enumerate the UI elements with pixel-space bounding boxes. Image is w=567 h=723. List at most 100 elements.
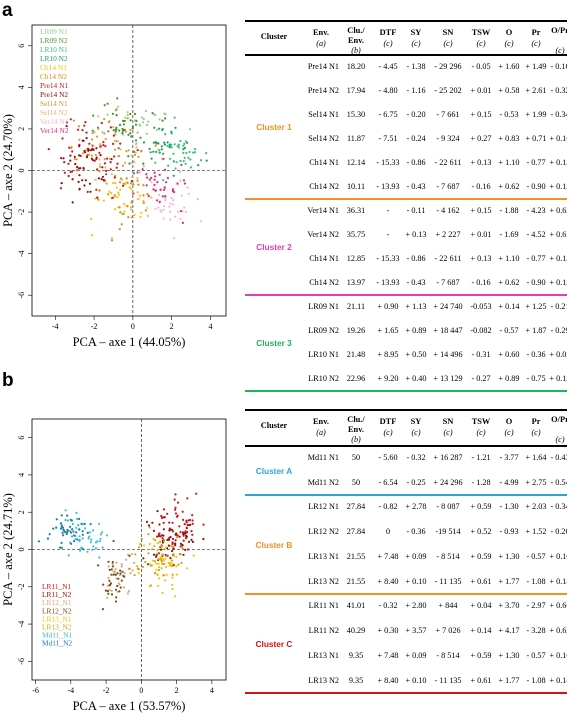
table-cell-value: 12.14 <box>346 158 366 167</box>
header-label: Env. <box>312 417 330 426</box>
scatter-point <box>171 521 174 524</box>
scatter-point <box>110 239 114 242</box>
scatter-point <box>180 194 183 197</box>
table-cell-value: + 3.57 <box>405 626 427 635</box>
scatter-point <box>161 562 164 565</box>
table-cell-value: - 1.30 <box>499 502 519 511</box>
table-cell-value: 35.75 <box>346 230 366 239</box>
scatter-point <box>98 163 101 166</box>
table-cell-value: 21.55 <box>346 552 366 561</box>
scatter-point <box>148 562 151 565</box>
scatter-point <box>138 171 141 174</box>
scatter-point <box>142 184 145 187</box>
table-cell-value: - 0.36 <box>526 350 546 359</box>
table-cell-value: + 0.12 <box>549 182 567 191</box>
scatter-point <box>120 563 123 566</box>
scatter-point <box>175 565 178 568</box>
table-cell-value: + 0.59 <box>470 651 492 660</box>
table-cell-value: + 0.13 <box>549 158 567 167</box>
table-cell-value: - 4.99 <box>499 478 519 487</box>
scatter-point <box>163 141 166 144</box>
scatter-point <box>148 526 151 529</box>
scatter-point <box>176 534 179 537</box>
scatter-point <box>182 148 185 151</box>
scatter-point <box>134 143 137 146</box>
scatter-point <box>190 530 193 533</box>
scatter-point <box>171 562 174 565</box>
table-cell-value: - 3.28 <box>526 626 546 635</box>
table-cell-value: - 0.57 <box>499 326 519 335</box>
table-cell-value: - 0.24 <box>406 134 426 143</box>
scatter-point <box>127 149 130 152</box>
scatter-point <box>119 211 122 214</box>
x-tick-label: -4 <box>52 322 59 331</box>
scatter-point <box>135 119 138 123</box>
table-cell-value: + 8.40 <box>377 676 399 685</box>
table-cell-value: - 1.69 <box>499 230 519 239</box>
scatter-point <box>144 561 147 564</box>
table-cell-value: + 0.62 <box>549 626 567 635</box>
scatter-point <box>157 206 160 209</box>
scatter-point <box>183 156 186 159</box>
table-cell-value: + 2.78 <box>405 502 427 511</box>
scatter-point <box>156 535 159 538</box>
scatter-point <box>163 516 166 519</box>
scatter-point <box>114 573 117 576</box>
scatter-point <box>189 158 192 161</box>
scatter-point <box>77 524 80 527</box>
scatter-point <box>97 177 100 180</box>
scatter-point <box>95 147 98 150</box>
table-cell-value: + 0.71 <box>525 134 547 143</box>
scatter-point <box>128 554 131 557</box>
table-cell-value: + 3.70 <box>498 601 520 610</box>
table-cell-value: 27.84 <box>346 527 366 536</box>
scatter-point <box>136 191 139 194</box>
scatter-point <box>77 128 80 131</box>
table-cell-value: - <box>386 206 390 215</box>
x-axis-label: PCA – axe 1 (53.57%) <box>73 699 186 713</box>
scatter-point <box>157 148 160 151</box>
table-cell-value: + 1.30 <box>498 552 520 561</box>
table-cell-env: Sel14 N1 <box>308 110 339 119</box>
scatter-point <box>111 112 114 115</box>
table-cell-value: 50 <box>351 478 361 487</box>
scatter-point <box>122 123 125 126</box>
scatter-point <box>114 139 117 143</box>
table-cell-value: - 4.80 <box>378 86 398 95</box>
table-cell-value: 21.55 <box>346 577 366 586</box>
scatter-point <box>94 197 97 200</box>
scatter-point <box>155 142 158 145</box>
table-cell-value: - 7 687 <box>436 182 460 191</box>
scatter-point <box>129 112 132 116</box>
header-sub: (c) <box>411 39 421 48</box>
scatter-point <box>136 198 139 201</box>
table-cell-value: + 1.60 <box>498 62 520 71</box>
scatter-point <box>71 178 74 181</box>
scatter-point <box>179 209 182 213</box>
scatter-point <box>113 194 116 197</box>
table-cell-value: + 1.65 <box>377 326 399 335</box>
scatter-point <box>123 161 126 164</box>
scatter-point <box>171 576 174 579</box>
header-sub: (c) <box>531 39 541 48</box>
scatter-point <box>116 140 119 143</box>
table-cell-value: - 0.57 <box>526 552 546 561</box>
scatter-point <box>89 190 92 193</box>
scatter-point <box>182 151 185 154</box>
scatter-point <box>160 567 163 570</box>
scatter-point <box>164 197 167 200</box>
scatter-point <box>129 132 132 135</box>
scatter-point <box>114 600 118 603</box>
scatter-point <box>66 531 69 534</box>
scatter-point <box>94 153 97 157</box>
table-top-rule <box>245 409 567 411</box>
scatter-point <box>186 567 189 570</box>
scatter-point <box>103 158 106 161</box>
scatter-point <box>119 188 122 191</box>
scatter-point <box>142 557 145 560</box>
scatter-point <box>141 116 144 119</box>
scatter-point <box>69 531 73 534</box>
table-cell-value: + 0.12 <box>549 278 567 287</box>
scatter-point <box>172 174 175 177</box>
